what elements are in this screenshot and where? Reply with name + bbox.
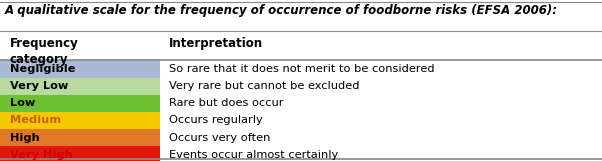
Text: Occurs very often: Occurs very often <box>169 133 270 143</box>
Text: Very Low: Very Low <box>10 81 68 91</box>
Text: High: High <box>10 133 39 143</box>
Bar <box>0 146 160 161</box>
Bar <box>0 129 160 146</box>
Bar <box>0 60 160 78</box>
Bar <box>0 112 160 129</box>
Text: Rare but does occur: Rare but does occur <box>169 98 284 108</box>
Bar <box>0 95 160 112</box>
Text: Occurs regularly: Occurs regularly <box>169 115 263 125</box>
Text: Negligible: Negligible <box>10 64 75 74</box>
Text: Frequency
category: Frequency category <box>10 37 78 66</box>
Text: Medium: Medium <box>10 115 61 125</box>
Text: A qualitative scale for the frequency of occurrence of foodborne risks (EFSA 200: A qualitative scale for the frequency of… <box>5 4 558 17</box>
Text: Low: Low <box>10 98 35 108</box>
Bar <box>0 78 160 95</box>
Text: Interpretation: Interpretation <box>169 37 263 50</box>
Text: Very High: Very High <box>10 150 72 160</box>
Text: So rare that it does not merit to be considered: So rare that it does not merit to be con… <box>169 64 435 74</box>
Text: Events occur almost certainly: Events occur almost certainly <box>169 150 338 160</box>
Text: Very rare but cannot be excluded: Very rare but cannot be excluded <box>169 81 359 91</box>
